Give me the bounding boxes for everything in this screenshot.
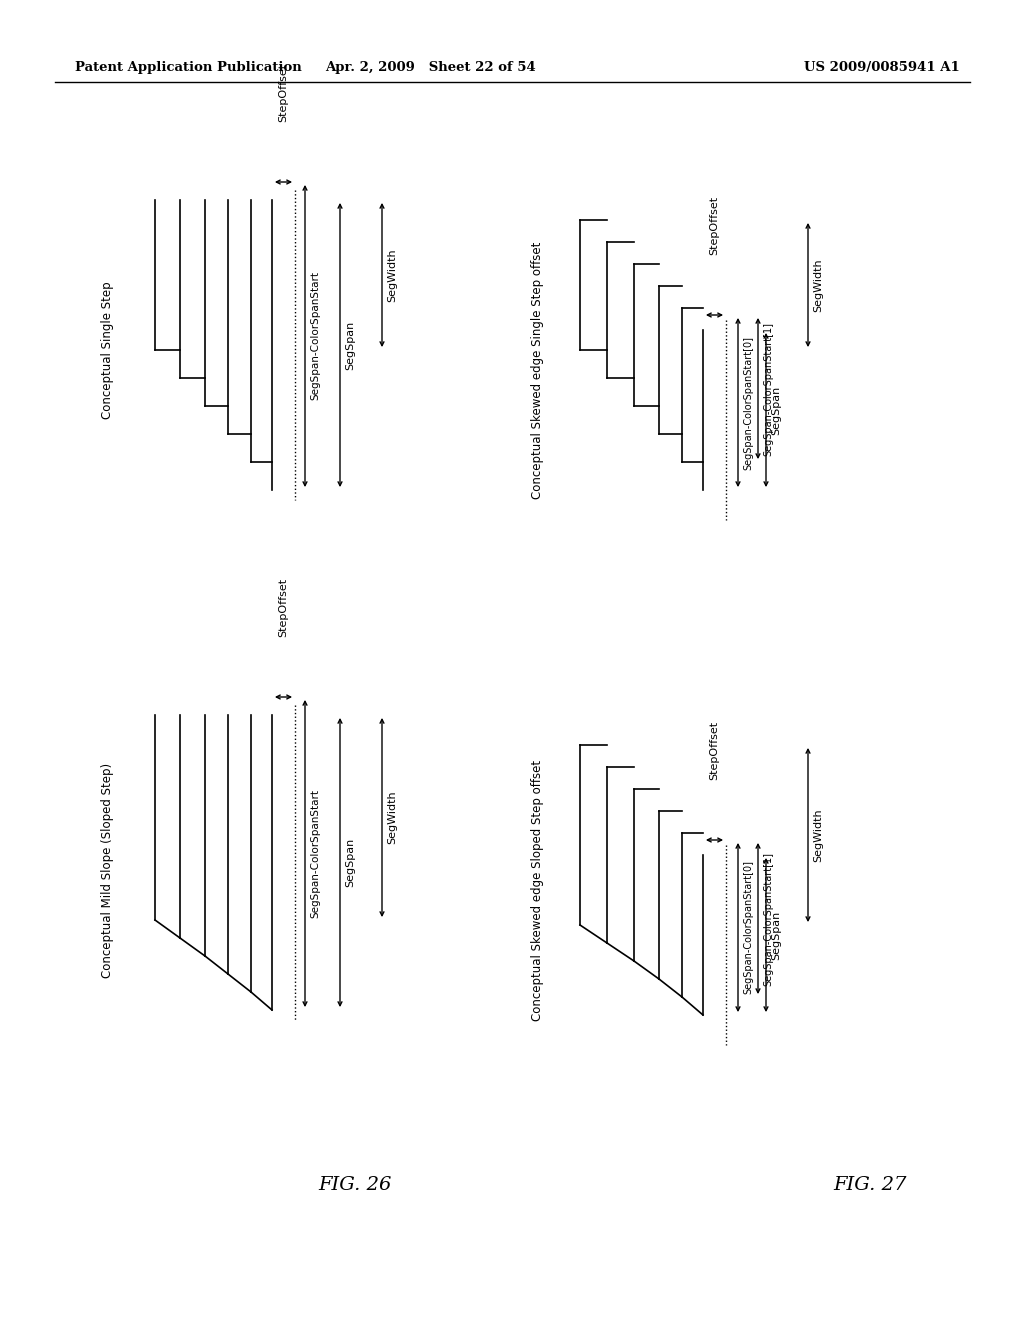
Text: SegSpan-ColorSpanStart[1]: SegSpan-ColorSpanStart[1] — [763, 322, 773, 455]
Text: SegWidth: SegWidth — [387, 791, 397, 845]
Text: SegSpan: SegSpan — [345, 838, 355, 887]
Text: Conceptual Single Step: Conceptual Single Step — [101, 281, 115, 418]
Text: StepOffset: StepOffset — [710, 721, 720, 780]
Text: StepOffset: StepOffset — [279, 578, 289, 638]
Text: FIG. 26: FIG. 26 — [318, 1176, 392, 1195]
Text: SegSpan: SegSpan — [771, 385, 781, 434]
Text: SegWidth: SegWidth — [387, 248, 397, 302]
Text: SegSpan-ColorSpanStart: SegSpan-ColorSpanStart — [310, 789, 319, 917]
Text: SegWidth: SegWidth — [813, 808, 823, 862]
Text: Conceptual Mild Slope (Sloped Step): Conceptual Mild Slope (Sloped Step) — [101, 763, 115, 978]
Text: SegSpan-ColorSpanStart[1]: SegSpan-ColorSpanStart[1] — [763, 851, 773, 986]
Text: Conceptual Skewed edge Single Step offset: Conceptual Skewed edge Single Step offse… — [531, 242, 545, 499]
Text: FIG. 27: FIG. 27 — [834, 1176, 906, 1195]
Text: StepOffset: StepOffset — [279, 63, 289, 121]
Text: SegSpan-ColorSpanStart[0]: SegSpan-ColorSpanStart[0] — [743, 861, 753, 994]
Text: SegSpan-ColorSpanStart[0]: SegSpan-ColorSpanStart[0] — [743, 335, 753, 470]
Text: Apr. 2, 2009   Sheet 22 of 54: Apr. 2, 2009 Sheet 22 of 54 — [325, 62, 536, 74]
Text: StepOffset: StepOffset — [710, 195, 720, 255]
Text: Conceptual Skewed edge Sloped Step offset: Conceptual Skewed edge Sloped Step offse… — [531, 759, 545, 1020]
Text: SegWidth: SegWidth — [813, 259, 823, 312]
Text: SegSpan-ColorSpanStart: SegSpan-ColorSpanStart — [310, 272, 319, 400]
Text: SegSpan: SegSpan — [345, 321, 355, 370]
Text: Patent Application Publication: Patent Application Publication — [75, 62, 302, 74]
Text: SegSpan: SegSpan — [771, 911, 781, 960]
Text: US 2009/0085941 A1: US 2009/0085941 A1 — [804, 62, 961, 74]
